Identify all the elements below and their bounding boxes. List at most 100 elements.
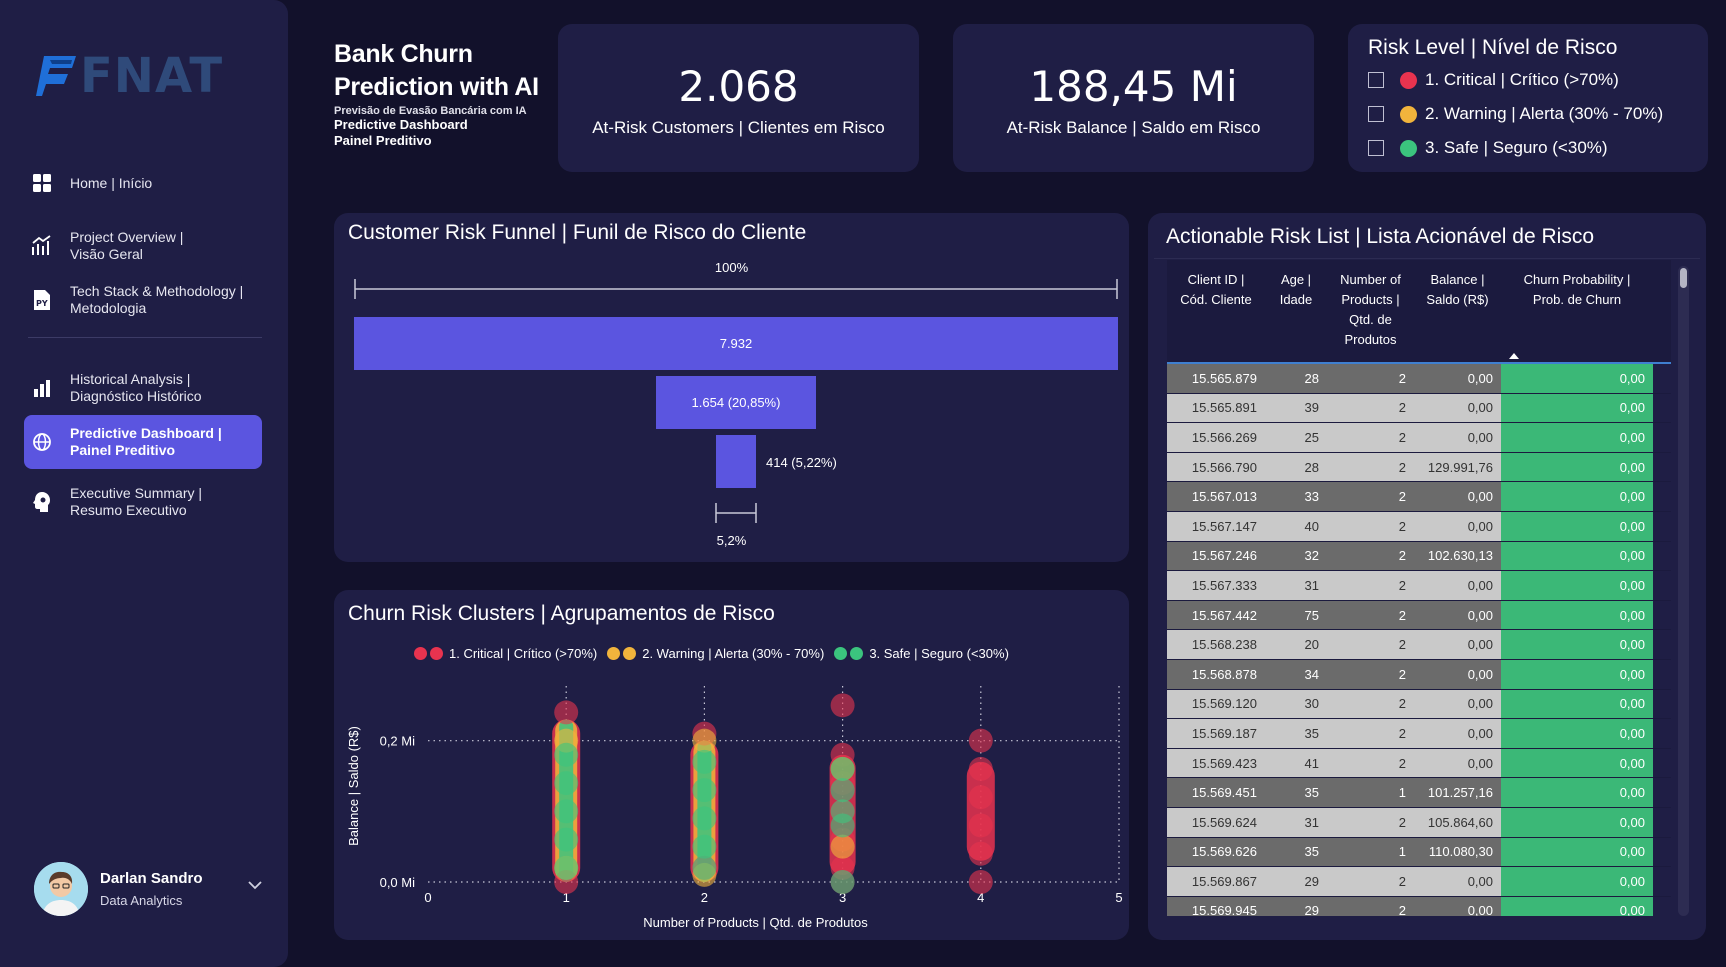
risk-table: Client ID | Cód. Cliente Age | Idade Numbe… [1167,260,1671,916]
safe-dot-icon [1400,139,1417,157]
critical-dot-icon [1400,71,1417,89]
cell-age: 34 [1265,659,1327,689]
cell-balance: 0,00 [1414,719,1501,748]
cell-client-id: 15.567.246 [1167,541,1265,571]
table-row[interactable]: 15.567.246 32 2 102.630,13 0,00 [1167,541,1671,572]
funnel-top-pct: 100% [714,260,749,275]
table-row[interactable]: 15.566.269 25 2 0,00 0,00 [1167,423,1671,453]
kpi-card-at-risk-customers: 2.068 At-Risk Customers | Clientes em Ri… [558,24,919,172]
nav-label: Project Overview | [70,229,184,245]
nav-label: Resumo Executivo [70,502,187,518]
nav-label: Diagnóstico Histórico [70,388,202,404]
user-profile[interactable]: Darlan Sandro Data Analytics [34,862,203,916]
table-row[interactable]: 15.567.333 31 2 0,00 0,00 [1167,571,1671,601]
data-point [830,870,855,894]
column-header-balance[interactable]: Balance | Saldo (R$) [1426,272,1489,307]
table-row[interactable]: 15.569.451 35 1 101.257,16 0,00 [1167,778,1671,808]
cell-age: 33 [1265,482,1327,511]
table-row[interactable]: 15.565.891 39 2 0,00 0,00 [1167,393,1671,424]
critical-dot-icon [430,647,443,660]
filter-option-warning[interactable]: 2. Warning | Alerta (30% - 70%) [1368,104,1663,124]
table-scrollbar-thumb[interactable] [1680,268,1687,288]
cell-age: 40 [1265,511,1327,541]
nav-item-predictive-dashboard[interactable]: Predictive Dashboard | Painel Preditivo [24,415,262,469]
funnel-stage-critical[interactable] [716,435,756,488]
cell-products: 2 [1327,630,1414,659]
cell-products: 2 [1327,541,1414,571]
user-name: Darlan Sandro [100,870,203,887]
table-row[interactable]: 15.569.867 29 2 0,00 0,00 [1167,867,1671,897]
table-row[interactable]: 15.569.626 35 1 110.080,30 0,00 [1167,837,1671,868]
data-point [692,834,717,859]
cell-products: 2 [1327,511,1414,541]
table-row[interactable]: 15.567.147 40 2 0,00 0,00 [1167,511,1671,542]
cell-client-id: 15.569.187 [1167,719,1265,748]
column-header-age[interactable]: Age | Idade [1279,272,1313,307]
cell-client-id: 15.566.269 [1167,423,1265,452]
table-row[interactable]: 15.569.945 29 2 0,00 0,00 [1167,896,1671,916]
page-name: Painel Preditivo [334,133,432,148]
column-header-client-id[interactable]: Client ID | Cód. Cliente [1180,272,1252,307]
column-header-churn-probability[interactable]: Churn Probability | Prob. de Churn [1501,260,1653,362]
cell-client-id: 15.565.879 [1167,364,1265,393]
funnel-stage-label: 414 (5,22%) [766,455,837,470]
sort-ascending-icon[interactable] [1509,353,1519,359]
cell-balance: 110.080,30 [1414,837,1501,867]
x-tick-label: 2 [701,890,708,905]
nav-label: Predictive Dashboard | [70,425,222,441]
data-point [830,778,855,803]
page-title: Bank Churn [334,40,473,68]
nav-item-home[interactable]: Home | Início [24,170,262,196]
funnel-stage-all[interactable]: 7.932 [354,317,1118,370]
funnel-stage-at-risk[interactable]: 1.654 (20,85%) [656,376,816,429]
cell-churn-probability: 0,00 [1501,689,1653,719]
table-header: Client ID | Cód. Cliente Age | Idade Numbe… [1167,260,1671,364]
table-row[interactable]: 15.569.624 31 2 105.864,60 0,00 [1167,807,1671,838]
chevron-down-icon[interactable] [248,880,262,890]
cell-churn-probability: 0,00 [1501,719,1653,748]
column-header-products[interactable]: Number of Products | Qtd. de Produtos [1340,272,1401,347]
filter-option-critical[interactable]: 1. Critical | Crítico (>70%) [1368,70,1619,90]
nav-label: Metodologia [70,300,147,316]
safe-dot-icon [850,647,864,660]
data-point [692,855,717,880]
table-row[interactable]: 15.568.878 34 2 0,00 0,00 [1167,659,1671,690]
table-row[interactable]: 15.567.013 33 2 0,00 0,00 [1167,482,1671,512]
cell-age: 29 [1265,896,1327,916]
kpi-label: At-Risk Customers | Clientes em Risco [592,118,885,137]
cell-products: 2 [1327,482,1414,511]
checkbox[interactable] [1368,72,1384,88]
table-row[interactable]: 15.569.187 35 2 0,00 0,00 [1167,719,1671,749]
table-row[interactable]: 15.569.423 41 2 0,00 0,00 [1167,748,1671,779]
checkbox[interactable] [1368,140,1384,156]
python-file-icon: PY [30,288,54,312]
cell-balance: 0,00 [1414,630,1501,659]
legend-label: 2. Warning | Alerta (30% - 70%) [642,646,825,661]
cell-age: 32 [1265,541,1327,571]
kpi-label: At-Risk Balance | Saldo em Risco [1006,118,1261,137]
nav-item-project-overview[interactable]: Project Overview | Visão Geral [24,228,262,264]
brand-logo[interactable]: FNAT [36,48,223,104]
cell-products: 2 [1327,600,1414,630]
nav-item-executive-summary[interactable]: Executive Summary | Resumo Executivo [24,484,262,520]
data-point [692,728,717,753]
table-row[interactable]: 15.566.790 28 2 129.991,76 0,00 [1167,452,1671,483]
cell-products: 2 [1327,364,1414,393]
table-row[interactable]: 15.565.879 28 2 0,00 0,00 [1167,364,1671,394]
cell-age: 75 [1265,600,1327,630]
legend-label: 1. Critical | Crítico (>70%) [449,646,598,661]
checkbox[interactable] [1368,106,1384,122]
cell-age: 35 [1265,778,1327,807]
table-scrollbar[interactable] [1678,266,1689,916]
cell-churn-probability: 0,00 [1501,600,1653,630]
table-row[interactable]: 15.567.442 75 2 0,00 0,00 [1167,600,1671,631]
page-title: Prediction with AI [334,73,539,101]
table-row[interactable]: 15.569.120 30 2 0,00 0,00 [1167,689,1671,720]
cell-churn-probability: 0,00 [1501,896,1653,916]
brand-name: FNAT [80,48,224,104]
table-body: 15.565.879 28 2 0,00 0,00 15.565.891 39 2 0,00 0,… [1167,364,1671,916]
filter-option-safe[interactable]: 3. Safe | Seguro (<30%) [1368,138,1608,158]
nav-item-tech-stack[interactable]: PY Tech Stack & Methodology | Metodologia [24,282,262,318]
nav-item-historical-analysis[interactable]: Historical Analysis | Diagnóstico Históri… [24,370,262,406]
table-row[interactable]: 15.568.238 20 2 0,00 0,00 [1167,630,1671,660]
